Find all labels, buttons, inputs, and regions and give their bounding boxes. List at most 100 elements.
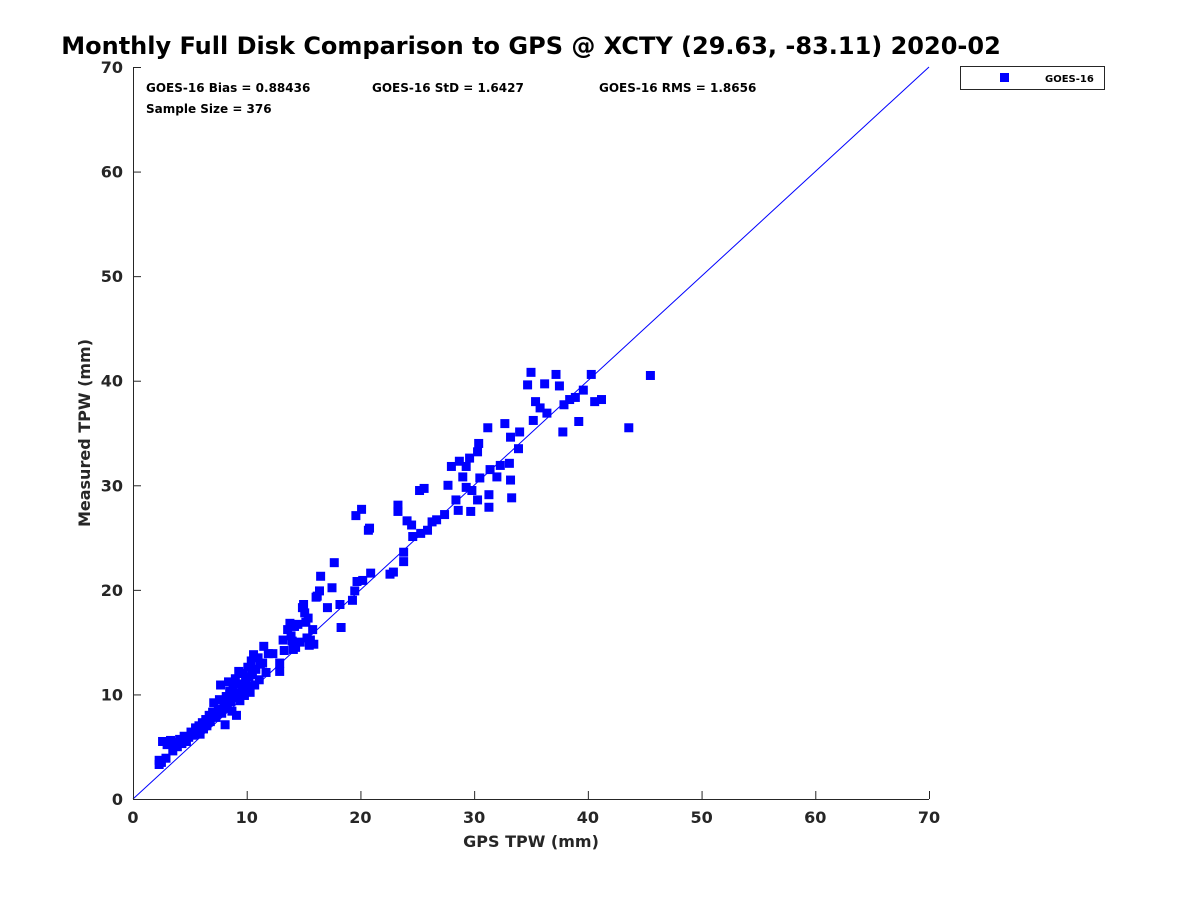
x-tick-label: 60 <box>804 808 826 827</box>
data-point <box>351 511 361 521</box>
data-point <box>515 427 525 437</box>
data-point <box>427 517 437 527</box>
data-point <box>446 461 456 471</box>
data-point <box>492 472 502 482</box>
data-points <box>154 367 655 769</box>
data-point <box>233 688 243 698</box>
data-point <box>231 710 241 720</box>
data-point <box>523 380 533 390</box>
data-point <box>402 516 412 526</box>
y-tick-label: 30 <box>101 476 123 495</box>
data-point <box>217 708 227 718</box>
data-point <box>419 483 429 493</box>
data-point <box>461 461 471 471</box>
data-point <box>432 515 442 525</box>
data-point <box>224 677 234 687</box>
data-point <box>261 667 271 677</box>
data-point <box>440 510 450 520</box>
data-point <box>484 502 494 512</box>
data-point <box>304 640 314 650</box>
data-point <box>399 547 409 557</box>
data-point <box>258 658 268 668</box>
axis-ticks: 0 10 20 30 40 50 60 70 0 10 20 30 40 50 60 70 <box>101 58 940 827</box>
data-point <box>237 684 247 694</box>
data-point <box>250 680 260 690</box>
data-point <box>278 635 288 645</box>
stat-rms: GOES-16 RMS = 1.8656 <box>599 81 756 95</box>
data-point <box>540 379 550 389</box>
data-point <box>286 631 296 641</box>
data-point <box>542 408 552 418</box>
x-tick-label: 30 <box>463 808 485 827</box>
data-point <box>254 675 264 685</box>
data-point <box>259 641 269 651</box>
data-point <box>184 732 194 742</box>
data-point <box>161 753 171 763</box>
data-point <box>473 447 483 457</box>
data-point <box>300 608 310 618</box>
data-point <box>473 495 483 505</box>
data-point <box>645 370 655 380</box>
data-point <box>168 746 178 756</box>
data-point <box>388 567 398 577</box>
data-point <box>365 523 375 533</box>
data-point <box>279 646 289 656</box>
legend-label: GOES-16 <box>1045 74 1094 85</box>
data-point <box>453 505 463 515</box>
data-point <box>228 682 238 692</box>
data-point <box>283 625 293 635</box>
legend: GOES-16 <box>960 66 1105 90</box>
data-point <box>235 696 245 706</box>
data-point <box>246 656 256 666</box>
data-point <box>336 623 346 633</box>
y-tick-label: 20 <box>101 581 123 600</box>
data-point <box>458 472 468 482</box>
data-point <box>423 525 433 535</box>
chart-title: Monthly Full Disk Comparison to GPS @ XC… <box>61 32 1001 60</box>
data-point <box>295 637 305 647</box>
y-tick-label: 40 <box>101 372 123 391</box>
y-axis-label: Measured TPW (mm) <box>75 339 94 527</box>
y-tick-label: 10 <box>101 685 123 704</box>
data-point <box>443 480 453 490</box>
data-point <box>303 613 313 623</box>
data-point <box>485 465 495 475</box>
data-point <box>311 592 321 602</box>
data-point <box>222 703 232 713</box>
data-point <box>236 679 246 689</box>
data-point <box>399 557 409 567</box>
data-point <box>393 506 403 516</box>
data-point <box>308 625 318 635</box>
data-point <box>227 706 237 716</box>
data-point <box>347 595 357 605</box>
data-point <box>158 736 168 746</box>
data-point <box>506 432 516 442</box>
data-point <box>208 707 218 717</box>
data-point <box>230 674 240 684</box>
data-point <box>531 397 541 407</box>
plot-area <box>132 66 930 800</box>
data-point <box>507 493 517 503</box>
data-point <box>293 619 303 629</box>
data-point <box>275 658 285 668</box>
data-point <box>393 500 403 510</box>
data-point <box>504 458 514 468</box>
stat-sample-size: Sample Size = 376 <box>146 102 272 116</box>
data-point <box>242 681 252 691</box>
data-point <box>597 395 607 405</box>
data-point <box>314 586 324 596</box>
stat-bias: GOES-16 Bias = 0.88436 <box>146 81 310 95</box>
x-tick-label: 20 <box>349 808 371 827</box>
data-point <box>570 392 580 402</box>
one-to-one-line <box>132 66 930 800</box>
data-point <box>268 649 278 659</box>
data-point <box>467 486 477 496</box>
y-tick-label: 70 <box>101 58 123 77</box>
data-point <box>474 438 484 448</box>
data-point <box>329 558 339 568</box>
data-point <box>285 618 295 628</box>
data-point <box>335 599 345 609</box>
data-point <box>156 757 166 767</box>
x-tick-label: 0 <box>127 808 138 827</box>
